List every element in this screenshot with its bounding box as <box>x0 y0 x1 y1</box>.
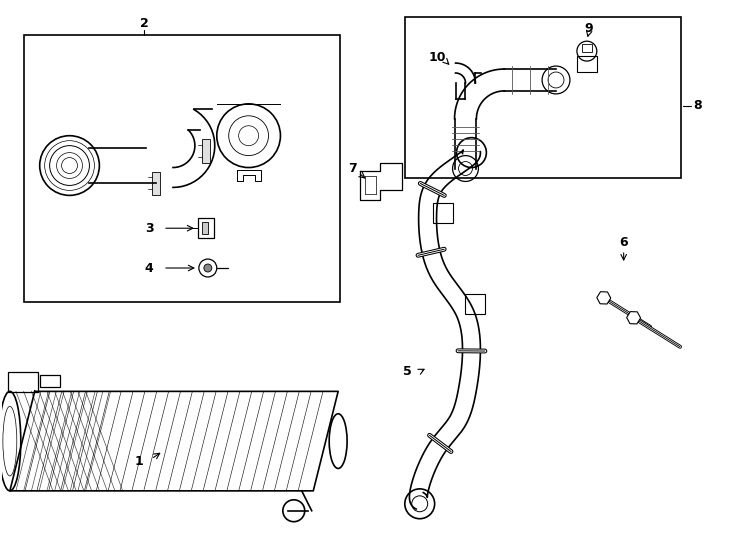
Text: 10: 10 <box>429 51 446 64</box>
Text: 2: 2 <box>139 17 148 30</box>
Polygon shape <box>360 163 401 200</box>
Bar <box>582 44 592 52</box>
Text: 3: 3 <box>145 222 153 235</box>
Circle shape <box>204 264 212 272</box>
Text: 4: 4 <box>145 261 153 274</box>
Text: 6: 6 <box>619 235 628 248</box>
Polygon shape <box>10 392 338 491</box>
Polygon shape <box>627 312 641 324</box>
Text: 9: 9 <box>584 22 593 35</box>
Bar <box>198 218 214 238</box>
Bar <box>202 222 208 234</box>
Text: 1: 1 <box>135 455 144 468</box>
Bar <box>432 202 453 222</box>
Bar <box>405 17 681 179</box>
Bar <box>465 294 485 314</box>
Bar <box>8 373 37 393</box>
Bar <box>152 172 160 195</box>
Bar <box>40 375 59 387</box>
Polygon shape <box>236 170 261 181</box>
Text: 5: 5 <box>404 365 413 378</box>
Bar <box>23 35 340 302</box>
Text: 7: 7 <box>348 162 357 175</box>
Bar <box>577 56 597 72</box>
Polygon shape <box>597 292 611 304</box>
Bar <box>202 139 210 163</box>
Text: 8: 8 <box>694 99 702 112</box>
